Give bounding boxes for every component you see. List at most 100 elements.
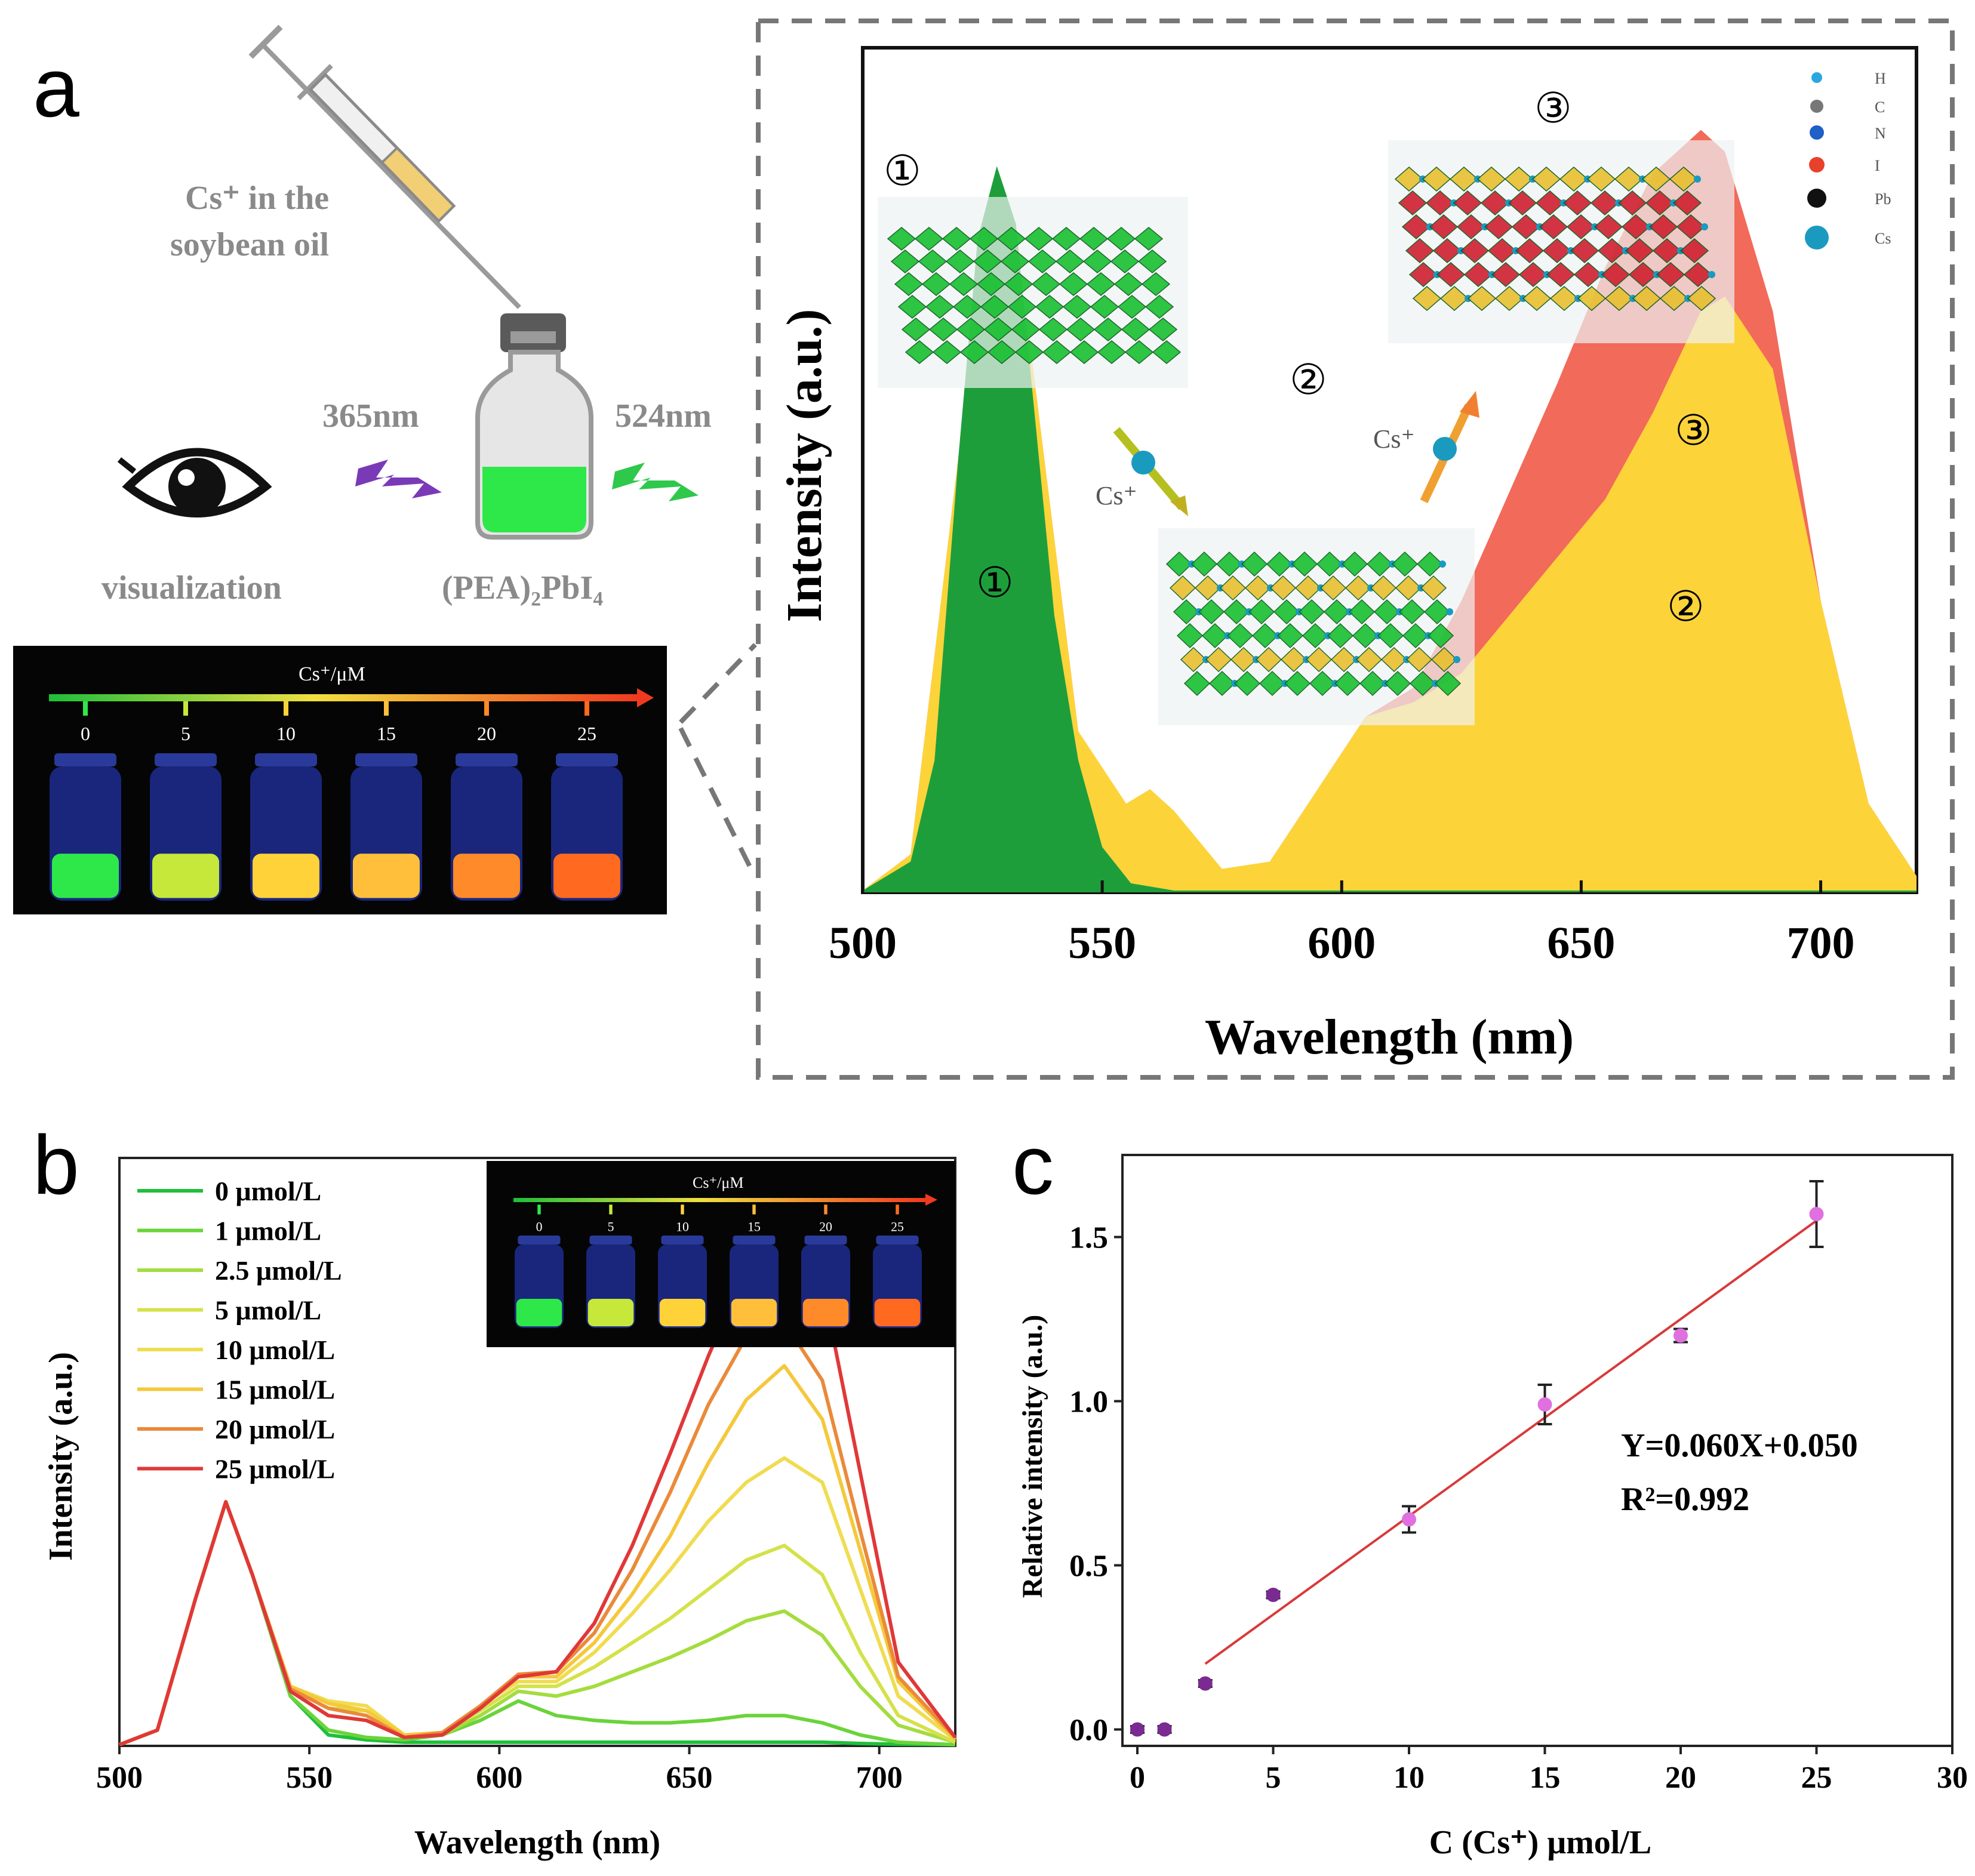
data-point bbox=[1537, 1397, 1552, 1412]
octahedron bbox=[918, 249, 947, 273]
vial-b-vial-cap bbox=[733, 1236, 776, 1244]
x-tick-label: 25 bbox=[1801, 1761, 1832, 1795]
vial-a-tick-mark bbox=[384, 701, 389, 716]
octahedron bbox=[1097, 340, 1127, 364]
x-tick-label: 700 bbox=[1787, 918, 1855, 968]
syringe-label-2: soybean oil bbox=[170, 226, 329, 263]
octahedron bbox=[1405, 238, 1435, 263]
chart-a-peak-label-1: ① bbox=[976, 558, 1014, 607]
octahedron bbox=[1176, 623, 1204, 649]
octahedron bbox=[1511, 214, 1541, 239]
octahedron bbox=[1484, 214, 1513, 239]
octahedron bbox=[1648, 214, 1678, 239]
octahedron bbox=[1420, 575, 1447, 601]
octahedron bbox=[1219, 575, 1247, 601]
vial-b-tick-label: 20 bbox=[819, 1219, 832, 1234]
octahedron bbox=[1676, 214, 1706, 239]
octahedron bbox=[1348, 599, 1376, 625]
excitation-bolt-icon bbox=[355, 460, 442, 498]
octahedron bbox=[1051, 227, 1081, 251]
octahedron bbox=[925, 295, 955, 319]
octahedron bbox=[901, 318, 931, 341]
octahedron bbox=[1341, 551, 1368, 577]
vial-b-vial-liquid bbox=[802, 1298, 849, 1327]
compound-label: (PEA)₂PbI₄ bbox=[442, 569, 603, 606]
octahedron bbox=[1194, 575, 1222, 601]
octahedron bbox=[1659, 286, 1689, 311]
vial-b-vial-cap bbox=[661, 1236, 704, 1244]
cs-arrow-down: Cs⁺ bbox=[1096, 427, 1188, 516]
octahedron bbox=[983, 318, 1013, 341]
vial-b-tick-mark bbox=[824, 1205, 827, 1215]
x-tick-label: 0 bbox=[1130, 1761, 1145, 1795]
octahedron bbox=[1355, 646, 1383, 673]
octahedron bbox=[987, 340, 1017, 364]
octahedron bbox=[1117, 295, 1147, 319]
cs-atom bbox=[1708, 271, 1715, 278]
chart-b-legend: 0 μmol/L 1 μmol/L 2.5 μmol/L 5 μmol/L 10 μmo… bbox=[137, 1176, 342, 1484]
octahedron bbox=[1436, 262, 1466, 287]
structure-2: ② bbox=[1158, 355, 1475, 725]
octahedron bbox=[1402, 623, 1429, 649]
x-tick-label: 600 bbox=[476, 1761, 522, 1795]
x-tick-label: 600 bbox=[1308, 918, 1376, 968]
legend-label: 1 μmol/L bbox=[215, 1216, 321, 1246]
eye-icon bbox=[117, 448, 272, 517]
vial-b-tick-mark bbox=[681, 1205, 684, 1215]
octahedron bbox=[1255, 646, 1282, 673]
octahedron bbox=[1152, 340, 1182, 364]
chart-c-equation: Y=0.060X+0.050 bbox=[1621, 1427, 1858, 1464]
octahedron bbox=[1453, 190, 1482, 215]
vial-b-tick-label: 10 bbox=[676, 1219, 689, 1234]
octahedron bbox=[1494, 286, 1524, 311]
octahedron bbox=[1515, 238, 1545, 263]
chart-a-peak-label-3: ③ bbox=[1675, 406, 1712, 455]
octahedron bbox=[1449, 167, 1479, 192]
octahedron bbox=[928, 318, 958, 341]
octahedron bbox=[1669, 167, 1699, 192]
octahedron bbox=[1416, 551, 1444, 577]
octahedron bbox=[1370, 575, 1397, 601]
vial-a-vial-liquid bbox=[152, 854, 219, 898]
octahedron bbox=[1148, 318, 1178, 341]
vial-photo-a: Cs⁺/μM 0 5 10 15 20 25 bbox=[13, 646, 667, 914]
vial-b-tick-mark bbox=[896, 1205, 899, 1215]
octahedron bbox=[1429, 214, 1459, 239]
octahedron bbox=[1614, 167, 1644, 192]
octahedron bbox=[894, 272, 924, 296]
fit-line bbox=[1204, 1219, 1817, 1665]
vial-a-tick-label: 20 bbox=[477, 723, 496, 744]
vial-a-tick-mark bbox=[83, 701, 88, 716]
atom-legend-label: Cs bbox=[1875, 230, 1891, 247]
octahedron bbox=[1632, 286, 1662, 311]
vial-a-tick-mark bbox=[183, 701, 188, 716]
octahedron bbox=[1559, 167, 1589, 192]
octahedron bbox=[1434, 670, 1462, 697]
octahedron bbox=[1000, 249, 1030, 273]
chart-a: 500 550 600 650 700 Wavelength (nm) Intensit… bbox=[777, 46, 1918, 1065]
vial-photo-b: Cs⁺/μM 0 5 10 15 20 25 bbox=[487, 1161, 955, 1347]
chart-c: 0 5 10 15 20 25 300.00.51.01.5 Y=0.060X+0.050 … bbox=[1017, 1154, 1968, 1861]
octahedron bbox=[1319, 575, 1347, 601]
vial-a-vial-cap bbox=[456, 753, 518, 766]
vial-b-vial-cap bbox=[876, 1236, 919, 1244]
octahedron bbox=[1327, 623, 1354, 649]
octahedron bbox=[1621, 214, 1651, 239]
x-tick-label: 15 bbox=[1530, 1761, 1561, 1795]
chart-a-xlabel: Wavelength (nm) bbox=[1205, 1009, 1574, 1065]
octahedron bbox=[1652, 238, 1682, 263]
vial-a-vial-liquid bbox=[52, 854, 119, 898]
atom-legend-label: I bbox=[1875, 157, 1880, 174]
x-tick-label: 700 bbox=[856, 1761, 903, 1795]
vial-b-tick-label: 0 bbox=[536, 1219, 543, 1234]
octahedron bbox=[1577, 286, 1607, 311]
cs-atom bbox=[1439, 560, 1446, 568]
atom-legend-swatch bbox=[1811, 72, 1822, 83]
octahedron bbox=[1291, 551, 1318, 577]
octahedron bbox=[1535, 190, 1565, 215]
octahedron bbox=[959, 340, 989, 364]
x-tick-label: 500 bbox=[829, 918, 897, 968]
octahedron bbox=[996, 227, 1026, 251]
vial-a-vial-cap bbox=[556, 753, 618, 766]
chart-b-xlabel: Wavelength (nm) bbox=[414, 1824, 660, 1861]
